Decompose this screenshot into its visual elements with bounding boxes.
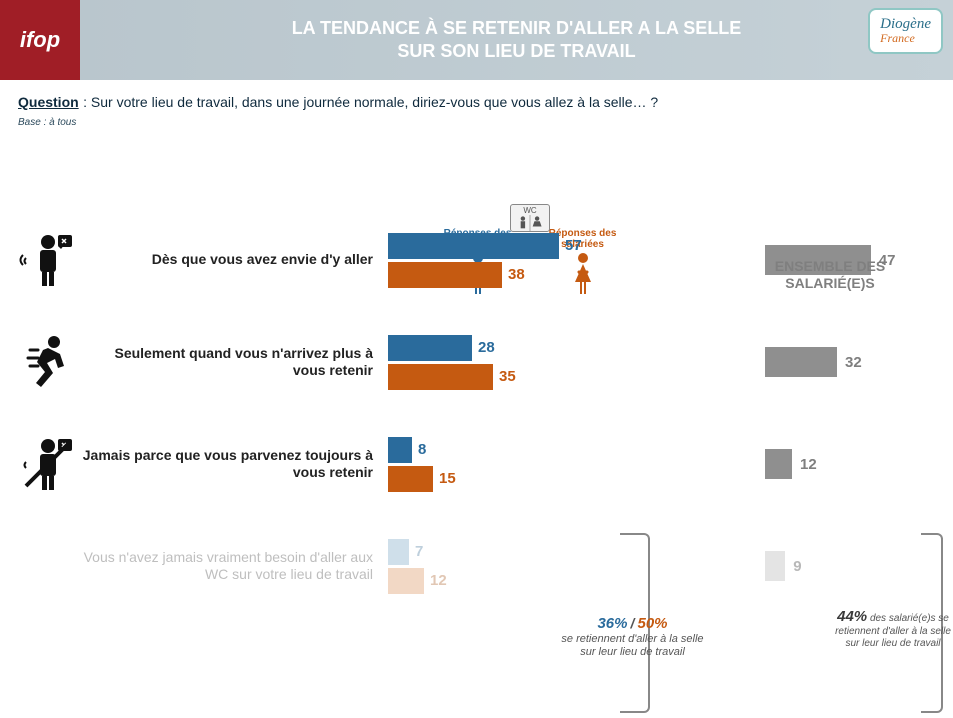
question-block: Question : Sur votre lieu de travail, da… <box>0 80 953 128</box>
male-value: 8 <box>418 441 426 458</box>
mid-callout: 36% / 50% se retiennent d'aller à la sel… <box>560 615 705 659</box>
person-urgent-icon <box>18 230 78 290</box>
person-running-icon <box>18 332 78 392</box>
diogene-line-1: Diogène <box>880 16 931 32</box>
male-value: 7 <box>415 543 423 560</box>
row-label: Vous n'avez jamais vraiment besoin d'all… <box>78 549 388 584</box>
total-bar <box>765 449 792 479</box>
total-pct: 44% <box>837 608 867 625</box>
total-bar <box>765 551 785 581</box>
wc-icon: WC <box>510 204 550 232</box>
mid-pct-female: 50% <box>638 615 668 632</box>
female-bar <box>388 262 502 288</box>
male-bar <box>388 437 412 463</box>
female-value: 38 <box>508 266 525 283</box>
person-never-icon <box>18 434 78 494</box>
chart-row: Vous n'avez jamais vraiment besoin d'all… <box>18 529 935 603</box>
none-icon <box>18 536 78 596</box>
question-base: Base : à tous <box>18 117 935 128</box>
diogene-logo: Diogène France <box>868 8 943 54</box>
wc-label: WC <box>511 206 549 215</box>
total-bar <box>765 347 837 377</box>
bar-pair: 57 38 <box>388 233 603 288</box>
female-value: 15 <box>439 470 456 487</box>
header-bar: ifop LA TENDANCE À SE RETENIR D'ALLER A … <box>0 0 953 80</box>
page-title: LA TENDANCE À SE RETENIR D'ALLER A LA SE… <box>80 17 953 64</box>
total-value: 12 <box>800 456 817 473</box>
bar-pair: 2835 <box>388 335 603 390</box>
total-col: 9 <box>765 551 935 581</box>
ifop-logo: ifop <box>0 0 80 80</box>
total-col: 32 <box>765 347 935 377</box>
male-value: 57 <box>565 237 582 254</box>
mid-slash: / <box>631 615 635 631</box>
female-bar <box>388 364 493 390</box>
row-label: Seulement quand vous n'arrivez plus à vo… <box>78 345 388 380</box>
female-bar <box>388 466 433 492</box>
mid-callout-text: se retiennent d'aller à la selle sur leu… <box>561 633 703 658</box>
bar-pair: 8 15 <box>388 437 603 492</box>
female-value: 35 <box>499 368 516 385</box>
male-value: 28 <box>478 339 495 356</box>
female-value: 12 <box>430 572 447 589</box>
ensemble-title: ENSEMBLE DES SALARIÉ(E)S <box>745 258 915 292</box>
question-label: Question <box>18 94 79 110</box>
row-label: Dès que vous avez envie d'y aller <box>78 251 388 269</box>
female-bar <box>388 568 424 594</box>
male-bar <box>388 539 409 565</box>
diogene-line-2: France <box>880 31 931 46</box>
male-bar <box>388 335 472 361</box>
bar-pair: 7 12 <box>388 539 603 594</box>
male-bar <box>388 233 559 259</box>
question-text: : Sur votre lieu de travail, dans une jo… <box>83 94 658 110</box>
mid-pct-male: 36% <box>597 615 627 632</box>
chart-area: WC Réponses des salariés Réponses des sa… <box>0 223 953 641</box>
title-line-2: SUR SON LIEU DE TRAVAIL <box>90 40 943 63</box>
total-value: 9 <box>793 558 801 575</box>
title-line-1: LA TENDANCE À SE RETENIR D'ALLER A LA SE… <box>90 17 943 40</box>
chart-row: Jamais parce que vous parvenez toujours … <box>18 427 935 501</box>
chart-row: Seulement quand vous n'arrivez plus à vo… <box>18 325 935 399</box>
total-callout: 44% des salarié(e)s se retiennent d'alle… <box>828 608 953 650</box>
total-value: 32 <box>845 354 862 371</box>
row-label: Jamais parce que vous parvenez toujours … <box>78 447 388 482</box>
total-col: 12 <box>765 449 935 479</box>
